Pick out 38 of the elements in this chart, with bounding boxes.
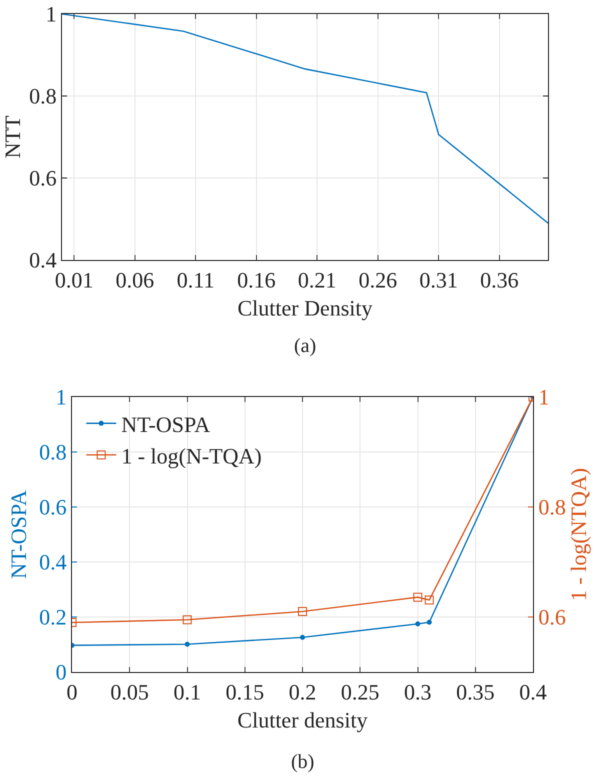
- x-tick-label: 0.21: [298, 267, 336, 292]
- y2-tick-label: 1: [538, 384, 550, 410]
- x-tick-label: 0.3: [404, 679, 432, 704]
- y2-axis-title: 1 - log(NTQA): [566, 468, 591, 602]
- y-tick-label: 1: [46, 2, 57, 27]
- x-tick-label: 0.1: [174, 679, 201, 704]
- y-tick-label: 0.2: [39, 604, 67, 630]
- x-tick-label: 0.35: [456, 679, 495, 704]
- x-tick-label: 0.05: [110, 679, 149, 704]
- x-tick-label: 0.26: [358, 267, 398, 292]
- x-tick-label: 0.31: [419, 267, 458, 292]
- legend-label: 1 - log(N-TQA): [121, 443, 262, 468]
- y-tick-label: 0.8: [39, 440, 67, 465]
- y-tick-label: 0.6: [39, 494, 67, 520]
- x-tick-label: 0.4: [519, 679, 547, 704]
- text: (b): [291, 751, 314, 773]
- x-tick-label: 0.06: [116, 267, 154, 292]
- x-tick-label: 0.11: [176, 267, 214, 292]
- text: (a): [294, 335, 316, 357]
- y-tick-label: 0.4: [39, 550, 67, 575]
- y-tick-label: 0.4: [29, 248, 57, 273]
- y-tick-label: 0: [56, 660, 67, 685]
- y-tick-label: 1: [56, 384, 67, 410]
- y-axis-title: NTT: [0, 115, 25, 158]
- x-axis-title: Clutter Density: [237, 295, 373, 320]
- y-tick-label: 0.8: [29, 84, 57, 109]
- y2-tick-label: 0.8: [538, 494, 566, 520]
- x-tick-label: 0.25: [340, 679, 380, 704]
- x-tick-label: 0.36: [480, 267, 519, 292]
- x-tick-label: 0.15: [226, 679, 264, 704]
- y-tick-label: 0.6: [29, 166, 57, 191]
- legend-label: NT-OSPA: [121, 412, 210, 437]
- x-axis-title: Clutter density: [237, 707, 368, 732]
- x-tick-label: 0.2: [288, 679, 316, 704]
- x-tick-label: 0.16: [237, 267, 276, 292]
- x-tick-label: 0.01: [54, 267, 94, 292]
- y-axis-title: NT-OSPA: [6, 490, 31, 579]
- y2-tick-label: 0.6: [538, 604, 566, 630]
